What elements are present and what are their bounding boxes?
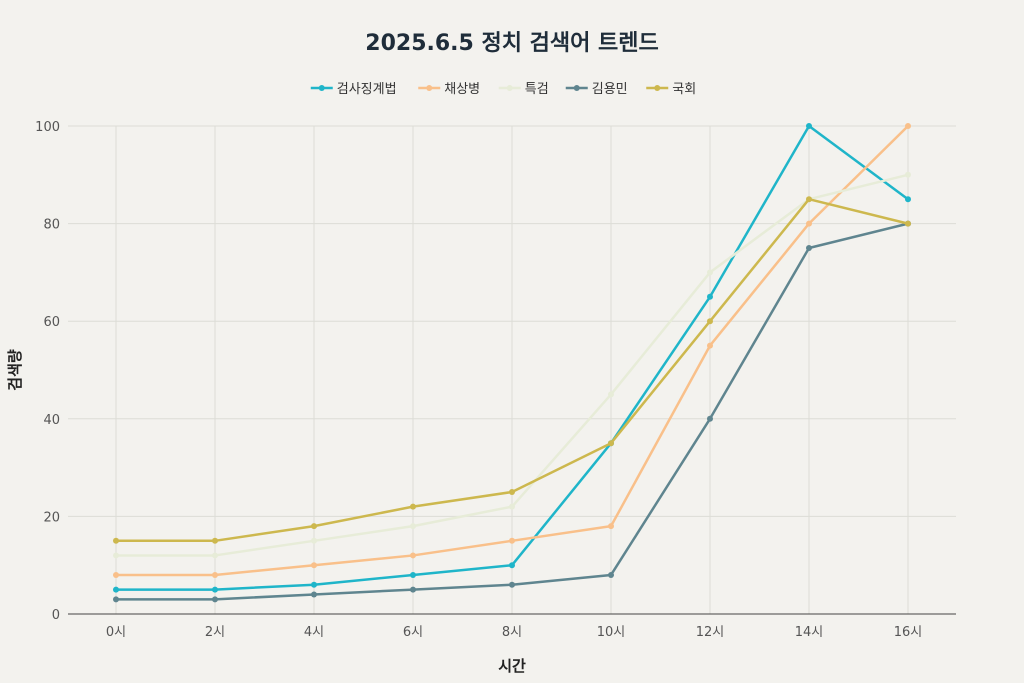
x-tick-label: 10시 xyxy=(597,625,626,640)
x-tick-label: 16시 xyxy=(894,625,923,640)
data-point xyxy=(707,415,713,422)
y-axis-label: 검색량 xyxy=(6,349,24,391)
legend-label: 특검 xyxy=(525,82,549,97)
legend-marker xyxy=(654,85,661,91)
legend-label: 김용민 xyxy=(592,82,628,97)
data-point xyxy=(113,586,119,593)
data-point xyxy=(311,523,317,530)
legend-label: 검사징계법 xyxy=(337,82,397,97)
data-point xyxy=(806,196,812,203)
data-point xyxy=(509,581,515,588)
y-tick-label: 20 xyxy=(43,510,60,525)
x-tick-label: 8시 xyxy=(502,625,522,640)
grid xyxy=(68,125,956,614)
x-tick-label: 6시 xyxy=(403,625,423,640)
data-point xyxy=(113,571,119,578)
y-axis-ticks: 0 20 40 60 80 100 xyxy=(35,120,60,623)
data-point xyxy=(509,537,515,544)
legend-marker xyxy=(573,85,580,91)
y-tick-label: 40 xyxy=(43,413,60,428)
y-tick-label: 0 xyxy=(52,608,60,623)
data-point xyxy=(608,523,614,530)
y-tick-label: 60 xyxy=(43,315,60,330)
data-point xyxy=(509,503,515,510)
data-point xyxy=(608,571,614,578)
data-point xyxy=(905,220,911,227)
data-point xyxy=(410,503,416,510)
data-point xyxy=(113,596,119,603)
series-2 xyxy=(113,123,911,578)
x-tick-label: 4시 xyxy=(304,625,324,640)
data-point xyxy=(311,581,317,588)
data-point xyxy=(311,537,317,544)
data-point xyxy=(806,220,812,227)
data-point xyxy=(311,591,317,598)
legend-item: 국회 xyxy=(646,82,696,97)
data-point xyxy=(410,523,416,530)
x-tick-label: 0시 xyxy=(106,625,126,640)
x-tick-label: 14시 xyxy=(795,625,824,640)
data-point xyxy=(212,537,218,544)
legend-label: 채상병 xyxy=(444,82,480,97)
data-point xyxy=(212,596,218,603)
data-point xyxy=(608,391,614,398)
data-point xyxy=(212,586,218,593)
data-point xyxy=(410,552,416,559)
data-point xyxy=(410,586,416,593)
x-tick-label: 12시 xyxy=(696,625,725,640)
legend-marker xyxy=(426,85,433,91)
data-point xyxy=(113,552,119,559)
series-5 xyxy=(113,196,911,544)
y-tick-label: 100 xyxy=(35,120,60,135)
legend-item: 채상병 xyxy=(418,82,480,97)
legend-item: 특검 xyxy=(498,82,549,97)
chart-title: 2025.6.5 정치 검색어 트렌드 xyxy=(365,31,658,56)
data-point xyxy=(806,245,812,251)
data-point xyxy=(113,537,119,544)
x-axis-label: 시간 xyxy=(498,657,526,675)
x-tick-label: 2시 xyxy=(205,625,225,640)
x-axis-ticks: 0시 2시 4시 6시 8시 10시 12시 14시 16시 xyxy=(106,625,922,640)
series-group xyxy=(113,123,911,603)
data-point xyxy=(707,318,713,325)
data-point xyxy=(806,123,812,129)
data-point xyxy=(212,552,218,559)
legend: 검사징계법 채상병 특검 김용민 국회 xyxy=(310,82,696,97)
legend-item: 김용민 xyxy=(565,82,628,97)
data-point xyxy=(707,269,713,276)
data-point xyxy=(905,171,911,178)
data-point xyxy=(410,571,416,578)
data-point xyxy=(707,342,713,349)
data-point xyxy=(905,123,911,129)
legend-marker xyxy=(318,85,325,91)
data-point xyxy=(608,440,614,447)
legend-marker xyxy=(506,85,513,91)
y-tick-label: 80 xyxy=(43,218,60,233)
data-point xyxy=(905,196,911,203)
legend-item: 검사징계법 xyxy=(310,82,397,97)
data-point xyxy=(311,562,317,569)
data-point xyxy=(509,489,515,495)
data-point xyxy=(509,562,515,569)
data-point xyxy=(707,293,713,300)
legend-label: 국회 xyxy=(672,82,696,97)
data-point xyxy=(212,571,218,578)
